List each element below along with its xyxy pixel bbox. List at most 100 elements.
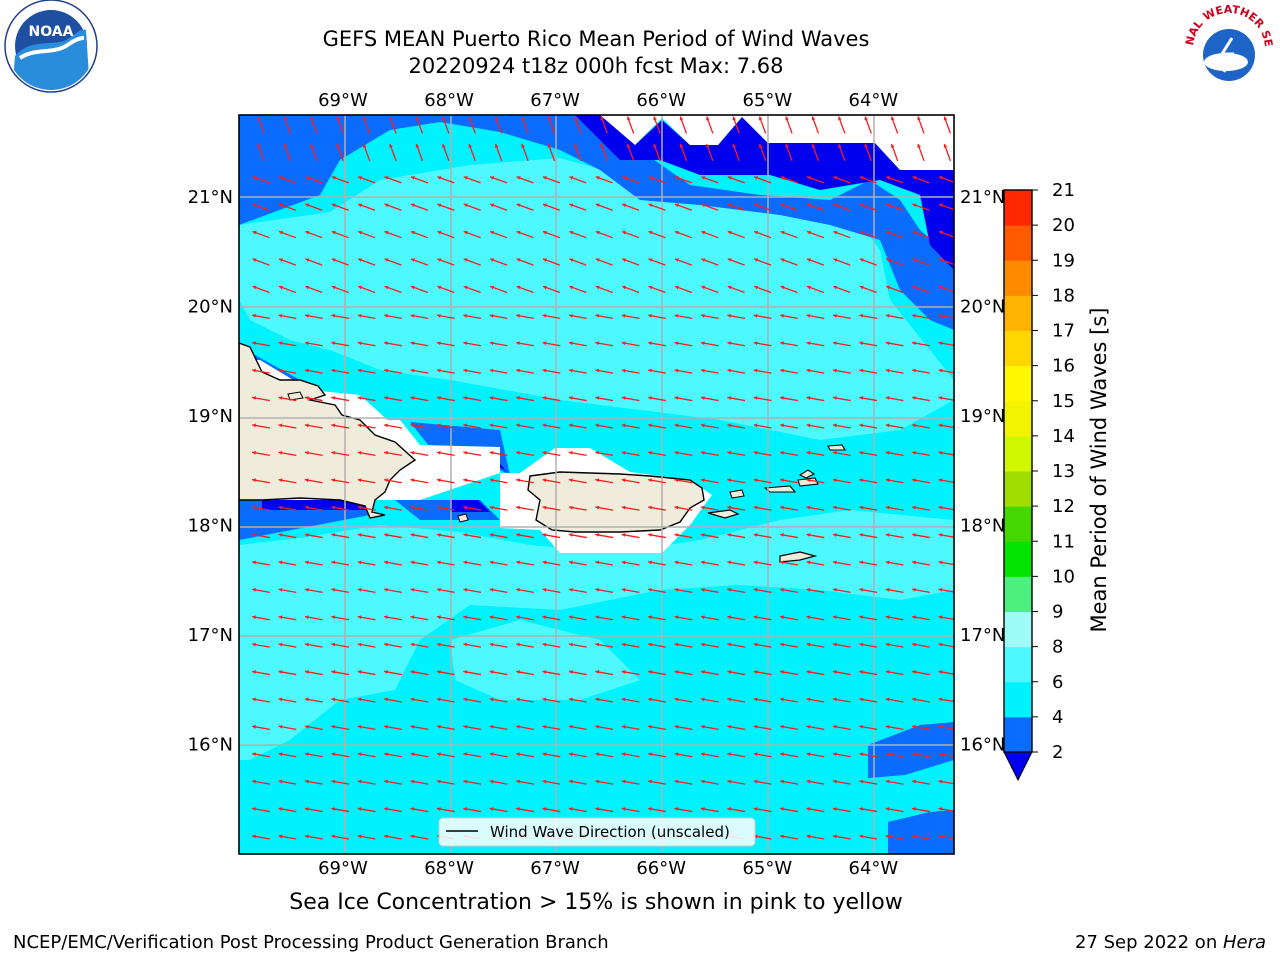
wind-vector-head [648,807,652,811]
wind-vector-head [648,697,652,702]
wind-vector-head [542,505,547,510]
wind-vector-head [727,450,732,455]
colorbar-tick-label: 19 [1052,250,1075,271]
wind-vector-head [674,313,679,318]
wind-vector-head [304,587,309,592]
wind-vector-head [278,258,283,262]
wind-vector-head [885,779,890,784]
wind-vector-head [568,615,573,620]
wind-vector-head [410,423,415,428]
wind-vector-head [310,143,314,148]
wind-vector-head [912,313,916,318]
colorbar-tick-label: 17 [1052,321,1075,342]
wind-vector-head [806,313,811,318]
wind-vector-head [727,368,732,373]
wind-vector-head [595,642,600,647]
wind-vector-head [626,116,631,121]
wind-vector-head [357,533,362,537]
wind-vector-head [648,341,652,346]
wind-vector-head [754,176,759,180]
wind-vector-head [753,396,758,400]
wind-vector-head [595,560,600,565]
wind-vector-head [621,615,626,620]
wind-vector-head [938,258,943,262]
wind-vector-head [727,560,732,565]
wind-vector-head [278,752,283,757]
wind-vector-head [595,450,600,455]
lat-tick-label-left: 18°N [188,516,233,537]
wind-vector-head [832,533,837,537]
noaa-logo-text: NOAA [29,24,74,40]
wind-vector-head [806,258,811,262]
wind-vector-head [886,176,891,180]
wind-vector-head [700,450,705,455]
wind-vector-head [490,285,495,290]
wind-vector-head [304,724,309,729]
wind-vector-head [463,230,468,235]
wind-vector-head [648,560,652,565]
wind-vector-head [516,368,520,373]
wind-vector-head [305,203,310,208]
wind-vector-head [357,752,362,757]
colorbar-segment [1004,225,1032,261]
lat-tick-label-right: 19°N [960,406,1005,427]
wind-vector-head [358,176,363,180]
wind-vector-head [516,285,521,290]
wind-vector-head [542,615,547,620]
wind-vector-head [357,724,362,729]
legend-label: Wind Wave Direction (unscaled) [490,823,730,841]
wind-vector-head [674,230,679,235]
wind-vector-head [890,143,895,148]
wind-vector-head [938,203,943,208]
wind-vector-head [436,478,441,483]
wind-vector-head [357,396,362,400]
wind-vector-head [938,396,943,400]
wind-vector-head [600,116,605,121]
wind-vector-head [278,615,283,620]
wind-vector-head [304,834,309,839]
wind-vector-head [621,779,626,784]
wind-vector-head [595,258,600,262]
wind-vector-head [859,697,864,702]
wind-vector-head [463,697,468,702]
wind-vector-head [938,478,943,483]
wind-vector-head [436,615,441,620]
wind-vector-head [305,285,310,290]
wind-vector-head [885,313,890,318]
wind-vector-head [706,143,710,148]
wind-vector-head [832,779,837,784]
wind-vector-head [754,230,759,235]
wind-vector-head [257,116,261,121]
wind-vector-head [674,587,679,592]
wind-vector-head [912,779,916,784]
wind-vector-head [938,807,943,811]
wind-vector-head [938,450,943,455]
wind-vector-head [912,230,917,235]
wind-vector-head [305,176,310,180]
wind-vector-head [357,505,362,510]
wind-vector-head [859,450,864,455]
wind-vector-head [357,670,362,674]
wind-vector-head [832,341,837,346]
wind-vector-head [859,396,864,400]
wind-vector-head [648,478,652,483]
wind-vector-head [257,143,261,148]
wind-vector-head [811,143,816,148]
wind-vector-head [489,779,494,784]
wind-vector-head [938,533,943,537]
wind-vector-head [252,176,257,180]
wind-vector-head [727,587,732,592]
wind-vector-head [568,341,573,346]
wind-vector-head [753,697,758,702]
wind-vector-head [832,423,837,428]
wind-vector-head [674,533,679,537]
wind-vector-head [542,450,547,455]
wind-vector-head [410,533,415,537]
wind-vector-head [410,176,415,180]
lon-tick-label-top: 65°W [742,90,792,111]
wind-vector-head [806,203,811,208]
wind-vector-head [489,560,494,565]
wind-vector-head [516,807,520,811]
wind-vector-head [912,396,916,400]
wind-vector-head [833,176,838,180]
